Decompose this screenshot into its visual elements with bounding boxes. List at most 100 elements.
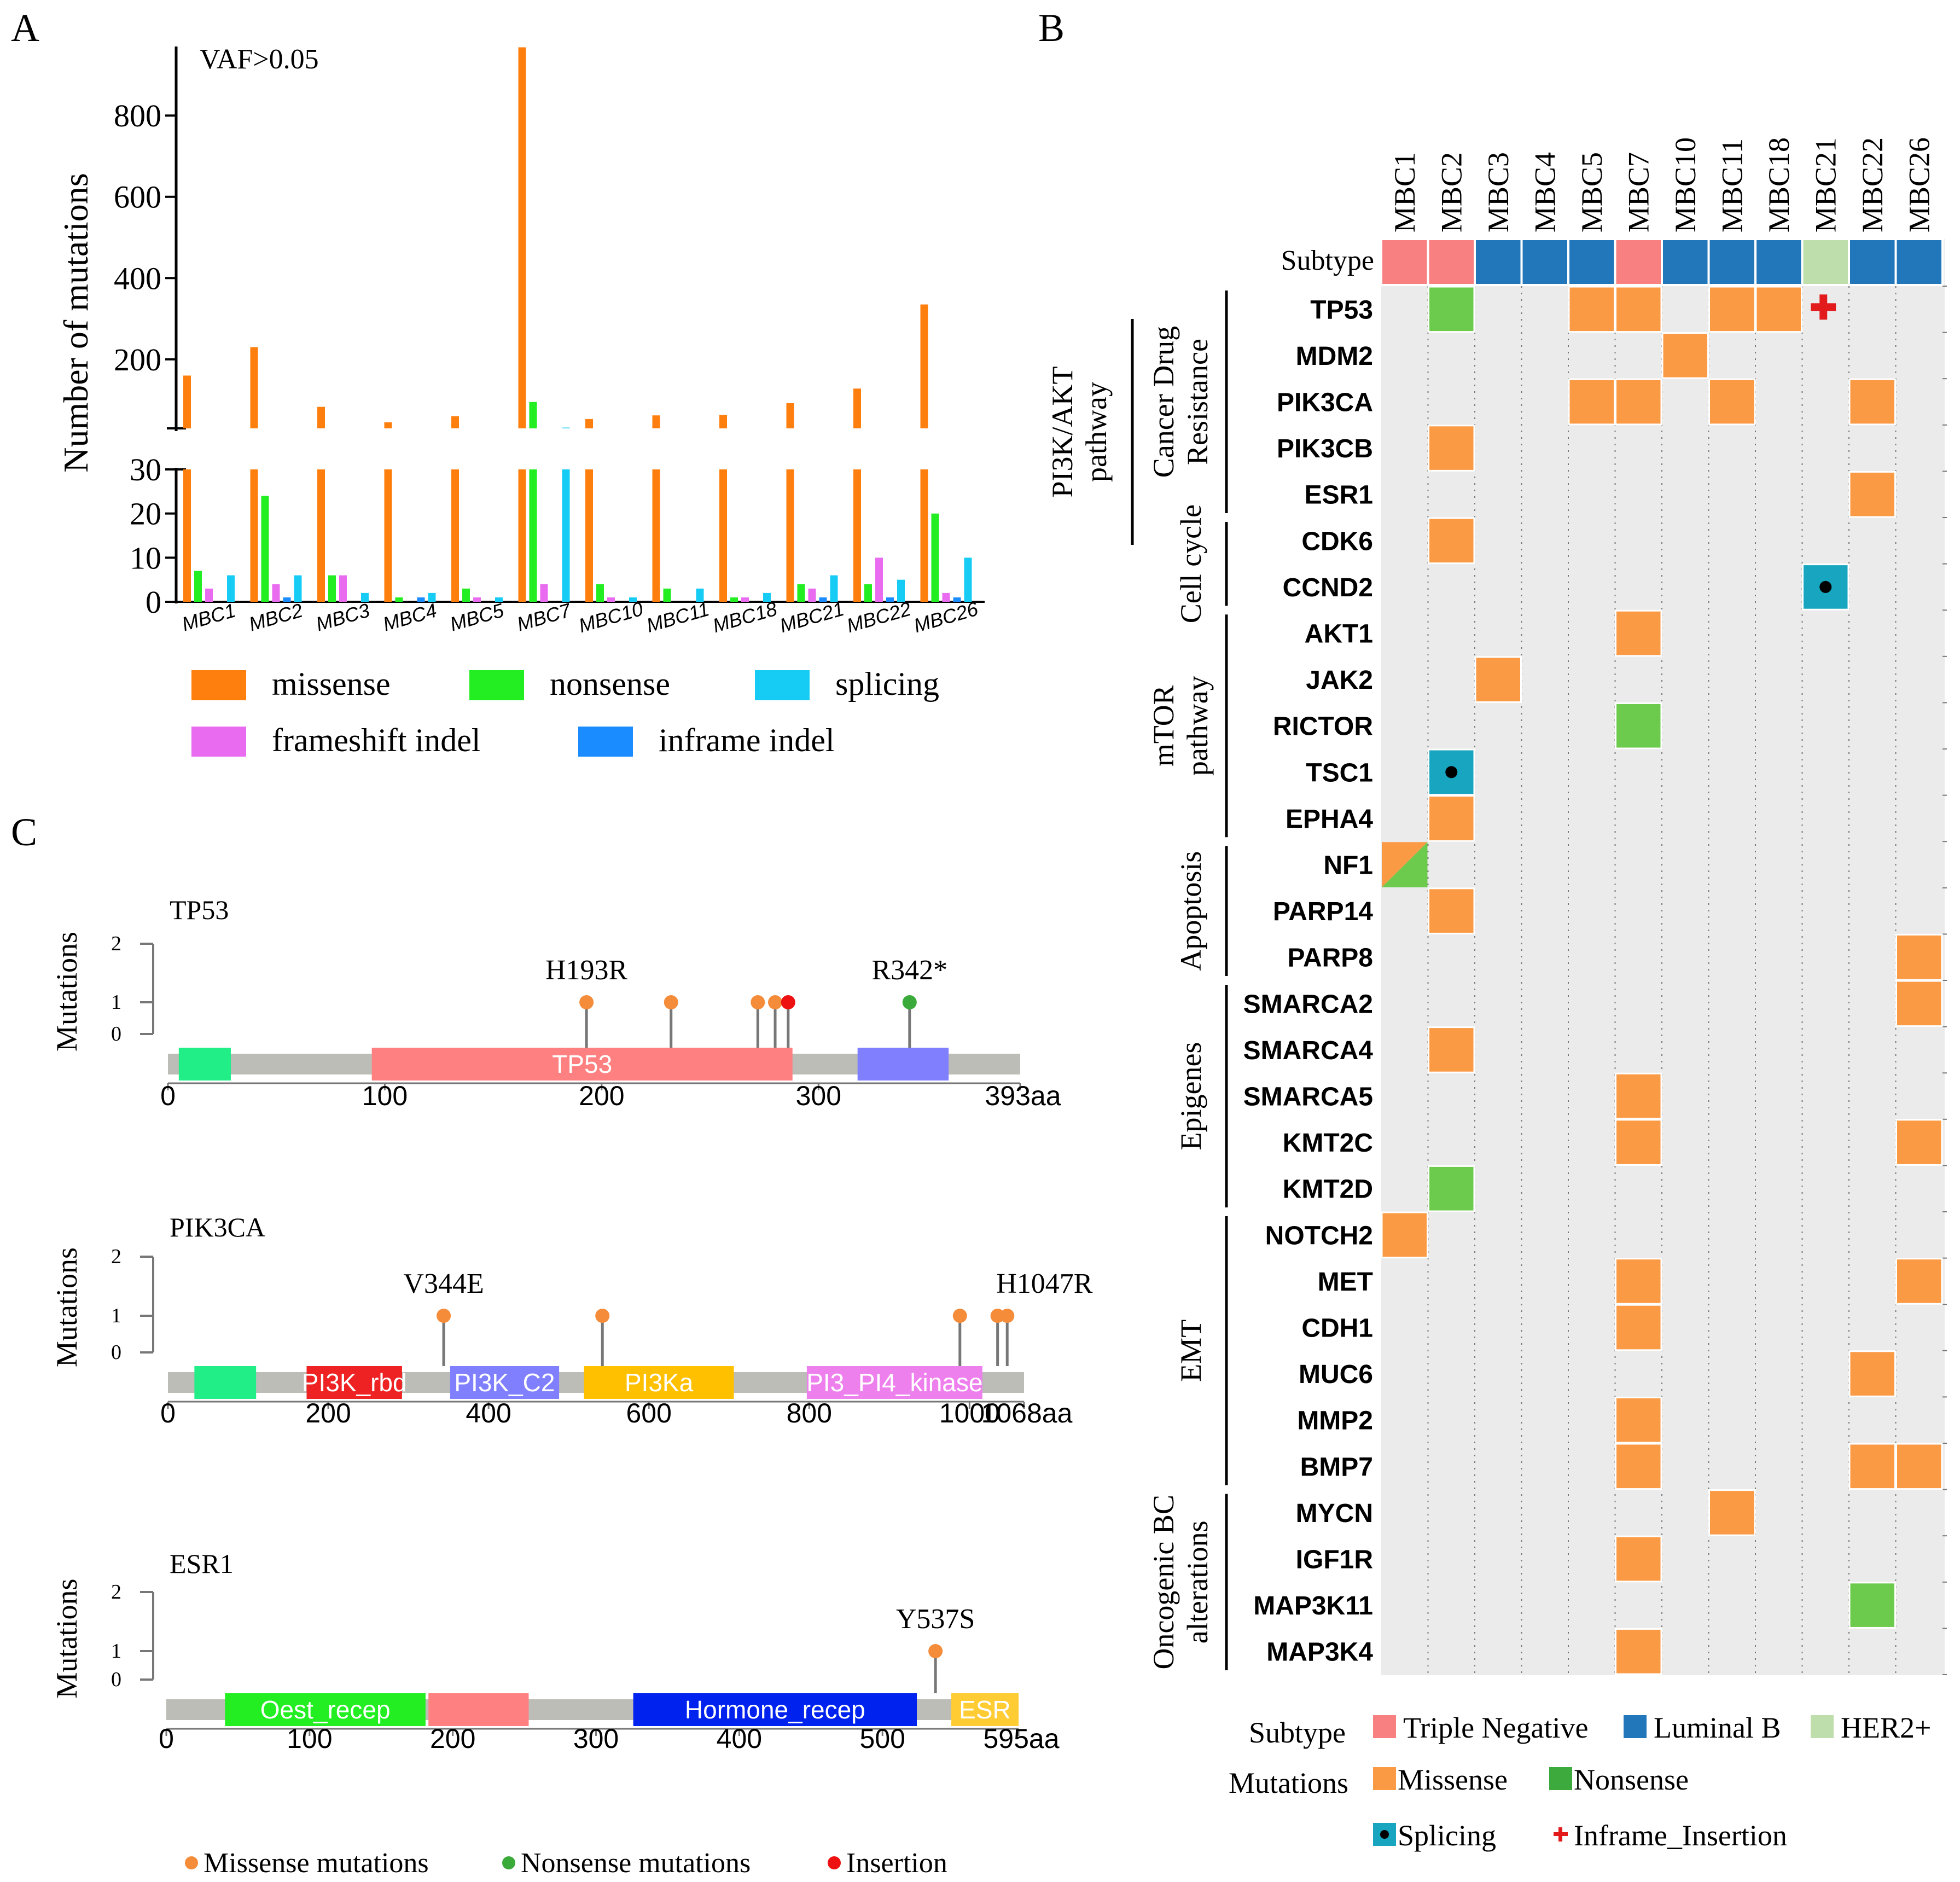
protein-name: ESR1 <box>170 1548 234 1579</box>
mutation-cell-TP53-MBC7 <box>1615 286 1662 333</box>
bar-frameshift-indel-MBC18-lower <box>741 597 749 602</box>
lollipop-y-tick-label: 2 <box>111 1581 121 1604</box>
pathway-label: EMT <box>1174 1320 1207 1382</box>
mutation-cell-MET-MBC26 <box>1895 1258 1943 1305</box>
legend-label: missense <box>272 666 391 702</box>
legend-mutation-swatch <box>1373 1767 1396 1790</box>
mutation-cell-PIK3CB-MBC2 <box>1428 425 1475 472</box>
mutation-cell-AKT1-MBC7 <box>1615 609 1662 657</box>
lollipop-x-tick-label: 800 <box>787 1398 832 1428</box>
lollipop-y-tick-label: 1 <box>111 991 121 1014</box>
protein-domain-PI3Ka <box>584 1366 734 1399</box>
lollipop-x-tick-label: 200 <box>430 1723 475 1754</box>
bar-missense-MBC3-lower <box>317 469 325 602</box>
bar-nonsense-MBC26-lower <box>931 513 939 602</box>
lollipop-x-tick-label: 600 <box>626 1398 671 1428</box>
lollipop-legend-label: Missense mutations <box>203 1848 429 1879</box>
legend-swatch-inframe-indel <box>578 727 633 757</box>
sample-label: MBC22 <box>1856 137 1889 233</box>
lollipop-y-tick-label: 0 <box>111 1023 121 1045</box>
bar-missense-MBC21-lower <box>786 469 794 602</box>
legend-label: nonsense <box>550 666 670 702</box>
bar-splicing-MBC10-lower <box>629 597 637 602</box>
sample-label: MBC7 <box>1622 152 1655 233</box>
y-tick-label-upper: 200 <box>114 342 161 377</box>
lollipop-legend-dot <box>502 1856 515 1869</box>
bar-frameshift-indel-MBC7-lower <box>540 584 548 602</box>
mutation-label: H193R <box>545 955 628 986</box>
legend-mutation-title: Mutations <box>1229 1767 1348 1799</box>
y-tick-label-lower: 30 <box>130 452 161 487</box>
bar-nonsense-MBC7-lower <box>529 469 537 602</box>
gene-label-BMP7: BMP7 <box>1300 1453 1373 1482</box>
gene-label-SMARCA5: SMARCA5 <box>1243 1083 1373 1112</box>
bar-nonsense-MBC10-lower <box>596 584 604 602</box>
mutation-label: Y537S <box>896 1604 975 1635</box>
mutation-cell-PIK3CA-MBC7 <box>1615 378 1662 426</box>
protein-length-label: 1068aa <box>981 1398 1073 1428</box>
subtype-cell-MBC3 <box>1474 238 1523 286</box>
mutation-cell-BMP7-MBC22 <box>1848 1443 1896 1490</box>
lollipop-x-tick-label: 0 <box>159 1723 174 1754</box>
lollipop-head-missense <box>579 995 594 1009</box>
lollipop-y-label: Mutations <box>50 1578 83 1698</box>
domain-label: Oest_recep <box>260 1695 391 1724</box>
legend-swatch-splicing <box>755 670 810 700</box>
gene-label-PIK3CB: PIK3CB <box>1277 434 1373 463</box>
sample-label: MBC10 <box>1669 137 1702 233</box>
bar-missense-MBC11-lower <box>652 469 660 602</box>
domain-label: Hormone_recep <box>685 1695 865 1724</box>
legend-label: splicing <box>835 666 939 702</box>
protein-domain-PI3_PI4_kinase <box>806 1366 982 1399</box>
gene-label-PIK3CA: PIK3CA <box>1277 388 1373 417</box>
gene-label-RICTOR: RICTOR <box>1273 712 1373 741</box>
bar-nonsense-MBC7-upper <box>529 402 537 428</box>
subtype-cell-MBC22 <box>1848 238 1897 286</box>
panel-label-c: C <box>11 810 37 854</box>
lollipop-legend-label: Nonsense mutations <box>521 1848 751 1879</box>
bar-missense-MBC18-upper <box>719 415 727 428</box>
gene-label-CCND2: CCND2 <box>1283 573 1373 602</box>
legend-label: frameshift indel <box>272 722 481 758</box>
gene-label-EPHA4: EPHA4 <box>1286 805 1373 834</box>
lollipop-x-tick-label: 300 <box>796 1081 841 1111</box>
mutation-label: H1047R <box>996 1268 1093 1299</box>
sample-label: MBC5 <box>1575 152 1608 233</box>
mutation-cell-TP53-MBC2 <box>1428 286 1475 333</box>
bar-missense-MBC26-upper <box>920 304 928 428</box>
lollipop-x-tick-label: 100 <box>287 1723 332 1754</box>
bar-frameshift-indel-MBC10-lower <box>607 597 615 602</box>
protein-domain <box>178 1048 231 1081</box>
bar-frameshift-indel-MBC21-lower <box>808 588 816 602</box>
mutation-cell-JAK2-MBC3 <box>1474 656 1522 703</box>
mutation-cell-TP53-MBC18 <box>1755 286 1802 333</box>
pathway-label: pathway <box>1181 676 1214 776</box>
lollipop-y-label: Mutations <box>50 932 83 1052</box>
bar-missense-MBC5-upper <box>451 416 459 428</box>
bar-inframe-indel-MBC4-lower <box>417 597 425 602</box>
gene-label-MYCN: MYCN <box>1296 1499 1373 1528</box>
mutation-cell-TP53-MBC21-v <box>1819 294 1828 320</box>
subtype-cell-MBC11 <box>1707 238 1757 286</box>
legend-mutation-label: Inframe_Insertion <box>1574 1819 1787 1852</box>
gene-label-KMT2C: KMT2C <box>1283 1129 1373 1158</box>
pathway-label: Epigenes <box>1174 1042 1207 1151</box>
gene-label-NF1: NF1 <box>1323 851 1373 880</box>
mutation-cell-MMP2-MBC7 <box>1615 1396 1662 1444</box>
gene-label-MMP2: MMP2 <box>1297 1407 1373 1436</box>
gene-label-TP53: TP53 <box>1310 295 1373 324</box>
mutation-cell-MET-MBC7 <box>1615 1258 1662 1305</box>
lollipop-head-insertion <box>781 995 795 1009</box>
panel-label-b: B <box>1038 6 1065 50</box>
sample-label: MBC2 <box>1435 152 1468 233</box>
lollipop-head-missense <box>1000 1309 1015 1323</box>
legend-subtype-title: Subtype <box>1249 1716 1346 1749</box>
domain-label: PI3Ka <box>625 1368 694 1397</box>
mutation-cell-EPHA4-MBC2 <box>1428 795 1475 842</box>
mutation-cell-NF1-MBC1-nonsense <box>1382 842 1428 887</box>
bar-missense-MBC22-lower <box>853 469 861 602</box>
bar-missense-MBC1-upper <box>183 375 191 428</box>
subtype-cell-MBC21 <box>1801 238 1850 286</box>
